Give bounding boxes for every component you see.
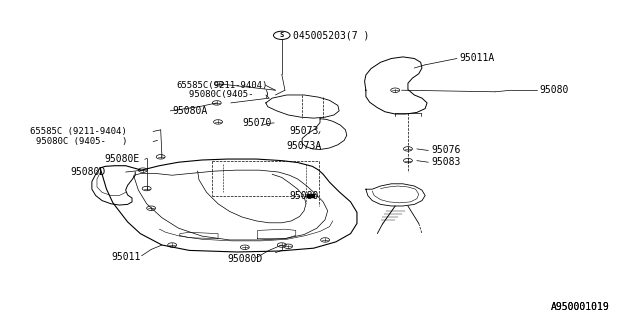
Text: S: S [280, 32, 284, 38]
Text: 95076: 95076 [431, 146, 461, 156]
Text: A950001019: A950001019 [551, 301, 610, 312]
Text: 95080C(9405-  ): 95080C(9405- ) [189, 91, 270, 100]
Text: 95080A: 95080A [172, 106, 207, 116]
Text: 95080: 95080 [289, 190, 319, 201]
Bar [307, 194, 314, 197]
Text: 95080D: 95080D [228, 254, 263, 264]
Text: 95011A: 95011A [459, 53, 494, 63]
Text: 95073: 95073 [289, 126, 319, 136]
Text: 95080D: 95080D [70, 167, 106, 177]
Text: A950001019: A950001019 [551, 301, 610, 312]
Text: 65585C (9211-9404): 65585C (9211-9404) [30, 127, 127, 136]
Text: 95083: 95083 [431, 157, 461, 167]
Text: 95070: 95070 [243, 118, 271, 128]
Text: 95080: 95080 [540, 85, 569, 95]
Text: 95011: 95011 [111, 252, 140, 262]
Text: 045005203(7 ): 045005203(7 ) [293, 30, 370, 40]
Text: 95073A: 95073A [286, 141, 321, 151]
Text: 95080E: 95080E [104, 154, 140, 164]
Text: 65585C(9211-9404): 65585C(9211-9404) [177, 81, 268, 90]
Text: 95080C (9405-   ): 95080C (9405- ) [36, 137, 128, 146]
